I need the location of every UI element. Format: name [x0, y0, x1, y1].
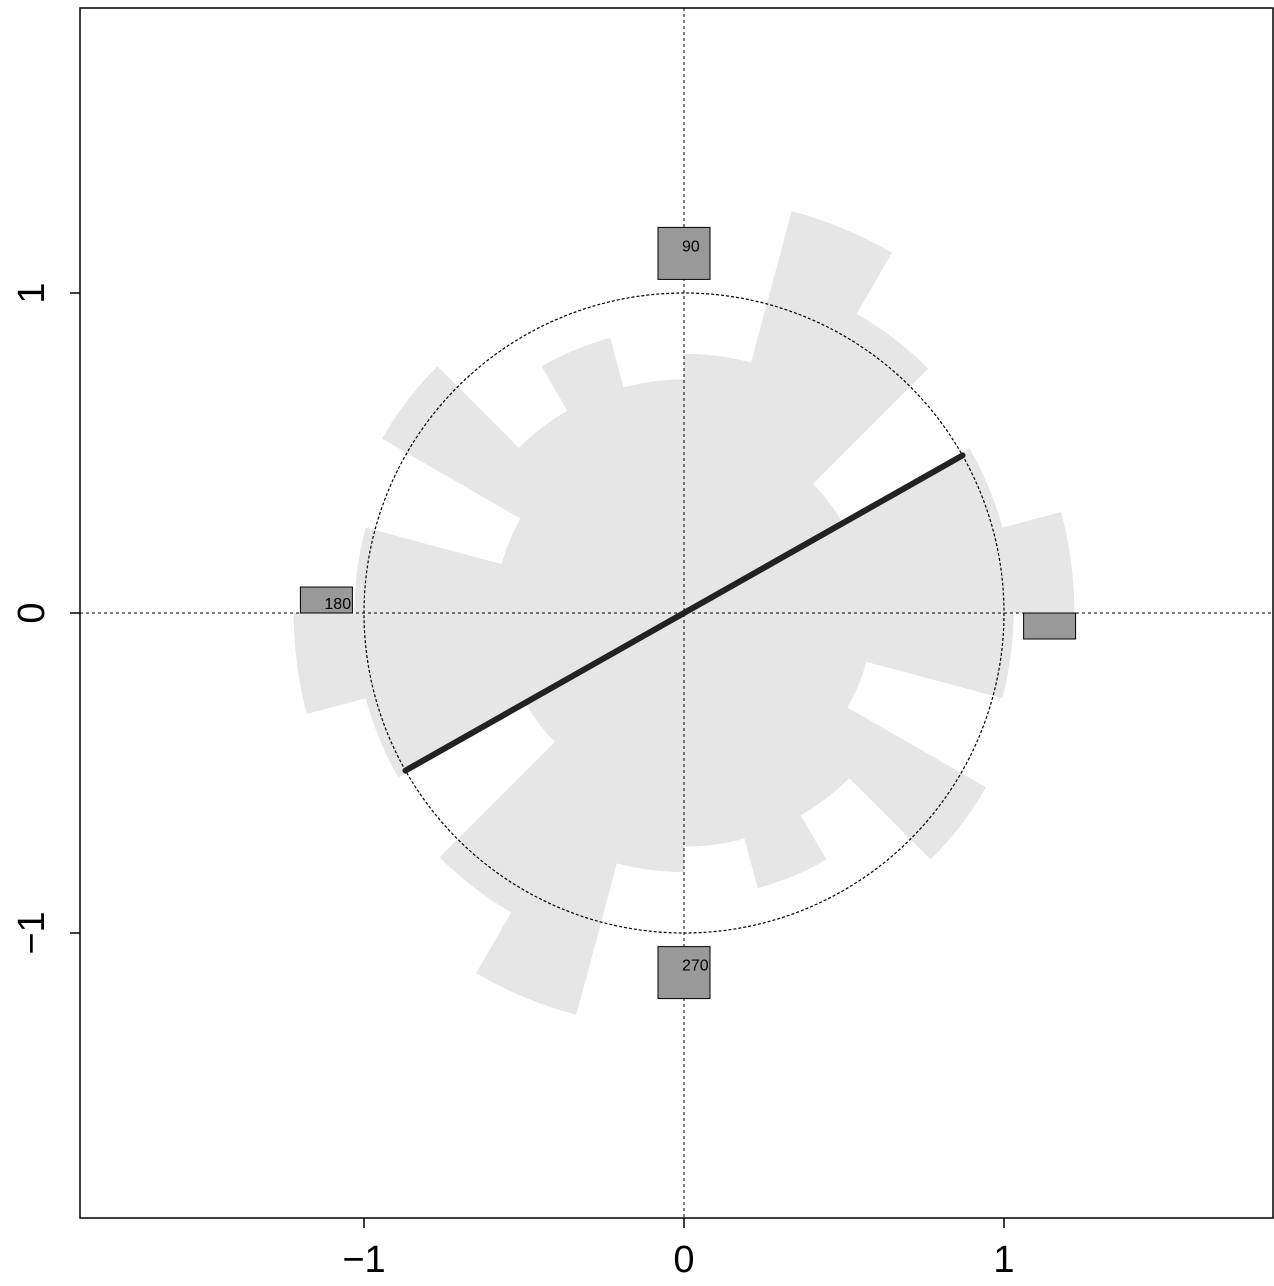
rose-petal: [684, 484, 842, 613]
rose-petal: [518, 410, 684, 613]
rose-petal: [293, 613, 684, 715]
rose-petal: [616, 613, 684, 873]
direction-marker-box: [657, 946, 711, 1000]
rose-petal: [684, 613, 987, 860]
y-tick-label: 0: [11, 602, 53, 623]
x-tick-label: 1: [993, 1239, 1014, 1281]
rose-petal: [684, 353, 752, 613]
rose-petal: [684, 613, 867, 708]
rose-petal: [501, 518, 684, 613]
rose-petal: [541, 337, 684, 613]
rose-petal: [684, 211, 892, 613]
rose-petal: [526, 613, 684, 742]
rose-petal: [381, 366, 684, 613]
rose-petal: [476, 613, 684, 1015]
rose-petal: [684, 313, 929, 613]
axis-ticks: −1 0 1 −1 0 1: [11, 282, 1015, 1281]
direction-marker-label: 270: [682, 958, 709, 975]
y-tick-label: −1: [11, 911, 53, 954]
direction-markers: 90 180 270: [299, 226, 1077, 1000]
rose-petal: [684, 511, 1075, 613]
mean-axis-line: [402, 452, 966, 774]
direction-marker-box: [1023, 612, 1077, 640]
petals-layer: [293, 211, 1075, 1015]
direction-marker-label: 90: [682, 238, 700, 255]
rose-petal: [623, 379, 684, 613]
x-tick-label: 0: [673, 1239, 694, 1281]
rose-petal: [354, 527, 684, 613]
y-tick-label: 1: [11, 282, 53, 303]
direction-marker-box: [299, 586, 353, 614]
rose-petal: [684, 613, 745, 847]
rose-petal: [365, 613, 684, 778]
rose-petal: [684, 448, 1003, 613]
rose-petal: [439, 613, 684, 913]
direction-marker-box: [657, 226, 711, 280]
rose-petal: [684, 613, 1014, 699]
rose-petal: [684, 613, 827, 889]
x-tick-label: −1: [342, 1239, 385, 1281]
unit-circle: [363, 292, 1005, 934]
direction-marker-label: 180: [324, 596, 351, 613]
rose-petal: [684, 613, 850, 816]
